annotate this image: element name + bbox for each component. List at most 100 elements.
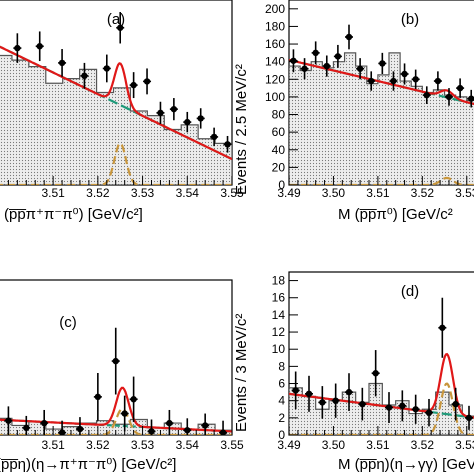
panel-d-y-axis-label: Events / 3 MeV/c² — [233, 314, 250, 432]
data-point — [305, 390, 313, 398]
x-tick-label: 3.50 — [322, 186, 346, 200]
data-point — [121, 410, 128, 417]
y-tick-label: 6 — [278, 377, 285, 391]
panel-d-plot-area — [289, 297, 474, 435]
data-point — [452, 400, 459, 408]
data-point — [312, 49, 319, 57]
x-tick-label: 3.55 — [220, 438, 244, 452]
panel-b-x-ticks: 3.49 3.50 3.51 3.52 3.53 — [277, 176, 474, 200]
panel-d: (d) 3.49 3.50 3.51 3.52 3.53 0 2 4 6 8 10 12 14 16 18… — [233, 271, 474, 473]
y-tick-label: 140 — [265, 55, 285, 69]
data-point — [323, 62, 330, 70]
x-tick-label: 3.52 — [86, 438, 110, 452]
data-point — [356, 65, 364, 72]
data-point — [197, 115, 204, 122]
x-tick-label: 3.53 — [131, 186, 155, 200]
data-point — [201, 422, 209, 429]
data-point — [112, 357, 119, 365]
y-tick-label: 16 — [272, 291, 286, 305]
y-tick-label: 40 — [272, 143, 286, 157]
x-tick-label: 3.53 — [131, 438, 155, 452]
x-tick-label: 3.52 — [86, 186, 110, 200]
panel-b-x-axis-label: M (p̅p̅π⁰) [GeV/c² — [338, 206, 453, 223]
data-point — [456, 84, 464, 92]
data-point — [166, 419, 173, 427]
y-tick-label: 200 — [265, 2, 285, 16]
x-tick-label: 3.49 — [277, 186, 301, 200]
data-point — [372, 370, 379, 377]
data-point — [36, 43, 43, 50]
data-point — [301, 65, 308, 72]
x-tick-label: 3.53 — [455, 186, 474, 200]
data-point — [292, 387, 299, 394]
data-point — [210, 133, 218, 141]
data-point — [399, 402, 406, 410]
signal-curve — [0, 407, 232, 435]
x-tick-label: 3.54 — [176, 438, 200, 452]
panel-c-label: (c) — [59, 314, 77, 331]
total-fit-curve — [0, 45, 232, 161]
data-point — [368, 77, 375, 85]
panel-b-label: (b) — [401, 11, 419, 28]
mc-background-histogram — [289, 52, 474, 185]
panel-d-label: (d) — [401, 283, 419, 300]
data-point — [425, 409, 433, 416]
data-point — [439, 324, 446, 331]
y-tick-label: 2 — [278, 411, 285, 425]
panel-b-plot-area — [289, 24, 474, 185]
data-point — [143, 78, 151, 85]
y-tick-label: 4 — [278, 394, 285, 408]
data-point — [412, 76, 419, 83]
panel-c-x-axis-label: (p̅p̅η)(η→π⁺π⁻π⁰) [GeV/c²] — [0, 456, 176, 473]
y-tick-label: 60 — [272, 125, 286, 139]
y-tick-label: 20 — [272, 160, 286, 174]
data-point — [345, 388, 353, 396]
panel-d-y-ticks: 0 2 4 6 8 10 12 14 16 18 — [272, 274, 298, 442]
data-point — [290, 57, 297, 64]
panel-b-y-axis-label: Events / 2.5 MeV/c² — [233, 64, 250, 195]
total-fit-curve — [289, 58, 474, 106]
y-tick-label: 12 — [272, 325, 286, 339]
x-tick-label: 3.49 — [277, 438, 301, 452]
data-point — [117, 24, 124, 31]
y-tick-label: 8 — [278, 359, 285, 373]
data-point — [103, 65, 110, 72]
panel-b: (b) 3.49 3.50 3.51 3.52 3.53 0 20 40 60 80 100 120… — [233, 0, 474, 223]
panel-a-label: (a) — [107, 11, 125, 28]
x-tick-label: 3.51 — [366, 438, 390, 452]
data-point — [184, 118, 191, 126]
panel-a-plot-area — [0, 12, 232, 185]
panel-c-x-ticks: 3.51 3.52 3.53 3.54 3.55 — [7, 426, 244, 452]
x-tick-label: 3.55 — [220, 186, 244, 200]
data-point — [401, 70, 408, 78]
y-tick-label: 180 — [265, 19, 285, 33]
y-tick-label: 80 — [272, 108, 286, 122]
data-point — [94, 393, 102, 401]
data-point — [40, 419, 48, 427]
data-point — [385, 404, 393, 411]
signal-curve — [289, 176, 474, 185]
x-tick-label: 3.51 — [41, 438, 65, 452]
y-tick-label: 10 — [272, 342, 286, 356]
data-point — [468, 95, 474, 102]
data-point — [76, 425, 84, 433]
x-tick-label: 3.52 — [411, 438, 435, 452]
panel-c: (c) 3.51 3.52 3.53 3.54 3.55 (p̅p̅η)(η→π⁺π⁻π… — [0, 279, 244, 473]
data-point — [379, 60, 386, 67]
data-point — [390, 77, 397, 85]
data-point — [445, 93, 453, 101]
data-point — [359, 400, 366, 408]
x-tick-label: 3.53 — [455, 438, 474, 452]
data-point — [332, 397, 339, 404]
panel-d-x-ticks: 3.49 3.50 3.51 3.52 3.53 — [277, 426, 474, 452]
mc-background-histogram — [289, 382, 474, 435]
y-tick-label: 14 — [272, 308, 286, 322]
panel-a: (a) 3.51 3.52 3.53 3.54 3.55 (p̅p̅π⁺π⁻π⁰) [G… — [0, 0, 244, 223]
panel-d-x-axis-label: M (p̅p̅η)(η→γγ) [GeV/ — [338, 456, 474, 473]
y-tick-label: 120 — [265, 72, 285, 86]
y-tick-label: 0 — [278, 178, 285, 192]
data-point — [81, 72, 88, 80]
data-point — [5, 417, 12, 424]
x-tick-label: 3.51 — [41, 186, 65, 200]
mc-background-histogram — [0, 54, 232, 185]
